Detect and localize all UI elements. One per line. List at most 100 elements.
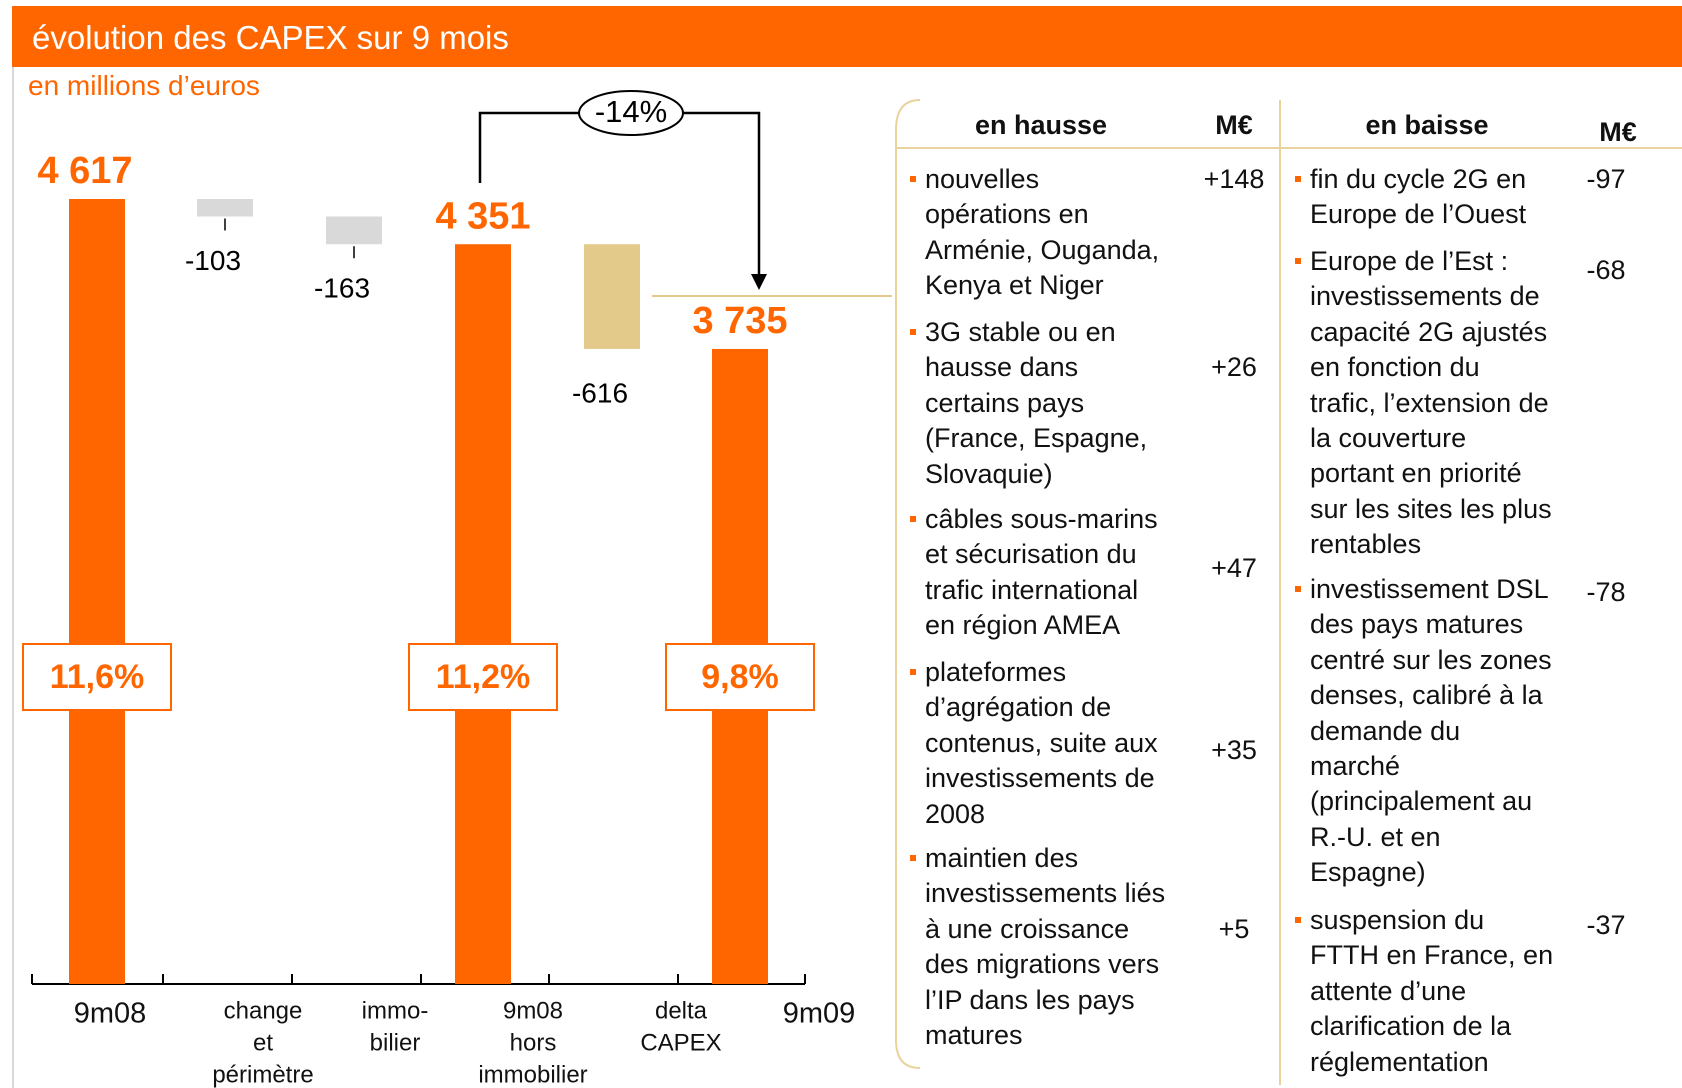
table-header: M€ [1599,117,1637,147]
x-tick-label: 9m08 [74,998,147,1030]
ratio-box [22,643,172,711]
ratio-box [665,643,815,711]
x-tick-label: immobilier [478,1061,587,1088]
table-text: FTTH en France, en [1310,940,1554,971]
ratio-label: 11,2% [436,658,531,696]
table-text: Espagne) [1310,857,1426,888]
title: évolution des CAPEX sur 9 mois [32,19,509,56]
arrow-head [751,274,767,290]
title-bar [12,6,1682,67]
table-text: la couverture [1310,423,1467,453]
bar [584,244,640,349]
value-label: 3 735 [692,300,787,342]
bullet [910,176,916,182]
bullet [1295,917,1301,923]
table-text: contenus, suite aux [925,727,1158,758]
table-text: suspension du [1310,905,1485,935]
table-text: Europe de l’Est : [1310,246,1509,276]
table-value: +5 [1218,914,1250,944]
value-label: -103 [185,245,241,276]
table-header: en baisse [1365,110,1489,140]
table-text: R.-U. et en [1310,821,1441,852]
table-header: en hausse [974,110,1108,140]
annotation-oval [578,90,684,136]
table-text: en région AMEA [925,610,1121,641]
x-tick-label: 9m08 [503,997,563,1024]
table-text: investissements liés [925,878,1166,909]
table-text: câbles sous-marins [925,504,1158,534]
table-text: attente d’une [1310,975,1467,1006]
table-text: centré sur les zones [1310,644,1552,675]
table-text: et sécurisation du [925,539,1137,570]
table-text: des pays matures [1310,609,1524,640]
table-text: en fonction du [1310,352,1480,383]
table-text: 2008 [925,798,986,829]
table-text: (France, Espagne, [925,423,1148,454]
bar [69,199,125,984]
x-tick-label: 9m09 [783,998,856,1030]
ratio-box [408,643,558,711]
table-text: (principalement au [1310,786,1533,817]
table-text: sur les sites les plus [1310,493,1552,524]
table-text: investissements de [1310,281,1540,312]
x-tick-label: immo- [362,997,429,1024]
bullet [910,329,916,335]
bar [326,216,382,245]
table-text: denses, calibré à la [1310,680,1543,711]
table-bracket [895,99,921,1069]
table-value: +35 [1211,735,1257,765]
table-header: M€ [1215,110,1253,140]
x-tick-label: hors [510,1029,557,1056]
table-value: +47 [1211,553,1257,583]
table-value: +148 [1203,164,1265,194]
bullet [910,516,916,522]
x-tick-label: delta [655,997,708,1024]
table-text: à une croissance [925,913,1130,944]
bullet [910,669,916,675]
bar [455,244,511,985]
table-text: investissements de [925,763,1155,794]
table-text: plateformes [925,657,1067,687]
bullet [910,855,916,861]
table-text: 3G stable ou en [925,317,1116,347]
table-value: -37 [1586,910,1626,940]
x-tick-label: et [253,1029,273,1056]
table-text: Europe de l’Ouest [1310,199,1527,230]
table-value: -68 [1586,255,1626,285]
table-text: rentables [1310,529,1422,560]
ratio-label: 9,8% [701,658,779,696]
table-value: +26 [1211,352,1257,382]
table-text: trafic international [925,574,1139,605]
bullet [1295,176,1301,182]
bullet [1295,586,1301,592]
table-text: portant en priorité [1310,458,1522,489]
table-text: réglementation [1310,1046,1489,1077]
table-text: Arménie, Ouganda, [925,234,1160,265]
table-text: demande du [1310,715,1461,746]
subtitle: en millions d’euros [28,70,260,101]
x-tick-label: CAPEX [640,1029,721,1056]
table-text: maintien des [925,843,1079,873]
ratio-label: 11,6% [50,658,145,696]
table-text: clarification de la [1310,1011,1512,1042]
bullet [1295,258,1301,264]
value-label: -616 [572,377,628,408]
table-text: marché [1310,751,1401,781]
table-text: matures [925,1020,1023,1050]
annotation: -14% [595,94,667,129]
table-text: Slovaquie) [925,458,1053,489]
table-text: l’IP dans les pays [925,984,1135,1015]
table-text: nouvelles [925,164,1040,194]
table-text: opérations en [925,199,1089,230]
value-label: 4 617 [37,150,132,192]
table-text: Kenya et Niger [925,270,1104,301]
table-text: investissement DSL [1310,574,1549,604]
value-label: -163 [314,273,370,304]
value-label: 4 351 [435,195,530,237]
bar [197,199,253,217]
table-text: trafic, l’extension de [1310,387,1549,418]
table-text: certains pays [925,387,1085,418]
x-tick-label: change [224,997,303,1024]
